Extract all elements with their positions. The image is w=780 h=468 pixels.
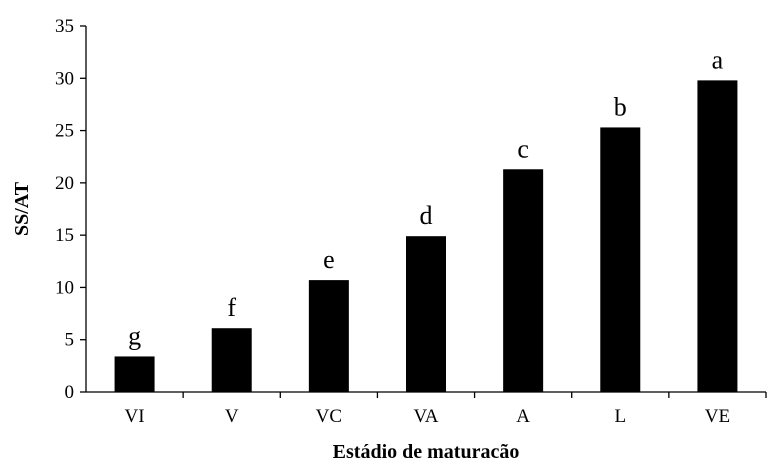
y-tick-label: 5 — [65, 330, 75, 351]
y-tick-label: 25 — [55, 121, 74, 142]
significance-letter: c — [517, 134, 529, 163]
y-tick-label: 35 — [55, 16, 74, 37]
y-axis-ticks: 0 5 10 15 20 25 30 35 — [55, 16, 86, 403]
bar-v — [211, 328, 252, 392]
bar-vi — [114, 356, 155, 392]
significance-letters: g f e d c b a — [128, 45, 724, 350]
significance-letter: f — [227, 293, 236, 322]
significance-letter: g — [128, 321, 141, 350]
bar-vc — [308, 280, 349, 392]
significance-letter: b — [614, 92, 627, 121]
x-tick-label: L — [614, 406, 626, 427]
x-tick-label: VC — [316, 406, 342, 427]
x-axis-title: Estádio de maturacão — [333, 441, 520, 463]
x-tick-label: A — [516, 406, 530, 427]
y-axis-title: SS/AT — [11, 181, 33, 236]
significance-letter: d — [420, 201, 433, 230]
y-tick-label: 0 — [65, 382, 75, 403]
x-tick-label: VI — [125, 406, 145, 427]
bar-l — [600, 127, 641, 392]
x-axis-ticks: VI V VC VA A L VE — [125, 392, 767, 427]
bar-va — [406, 236, 446, 392]
y-tick-label: 15 — [55, 225, 74, 246]
x-tick-label: VE — [705, 406, 730, 427]
x-tick-label: VA — [414, 406, 439, 427]
bar-ve — [697, 80, 738, 393]
y-tick-label: 20 — [55, 173, 74, 194]
x-tick-label: V — [225, 406, 239, 427]
y-tick-label: 10 — [55, 277, 74, 298]
bar-a — [503, 169, 544, 392]
y-tick-label: 30 — [55, 68, 74, 89]
significance-letter: a — [712, 45, 724, 74]
bars — [114, 80, 738, 393]
significance-letter: e — [323, 245, 335, 274]
